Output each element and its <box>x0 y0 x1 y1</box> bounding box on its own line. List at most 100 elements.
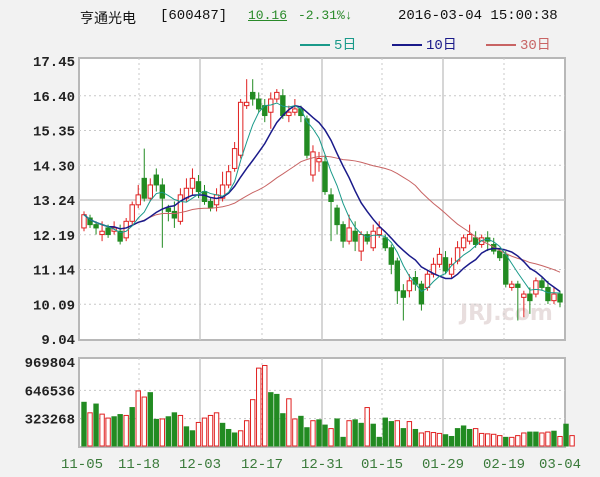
price-tick-label: 12.19 <box>33 229 75 245</box>
volume-tick-label: 323268 <box>25 413 75 429</box>
volume-bar <box>376 436 382 447</box>
volume-bar <box>539 432 545 447</box>
legend-ma30: 30日 <box>486 34 551 54</box>
candle <box>292 99 298 116</box>
datetime: 2016-03-04 15:00:38 <box>398 8 558 24</box>
candle <box>370 224 376 252</box>
volume-bar <box>430 432 437 447</box>
volume-bar <box>352 419 358 447</box>
volume-bar <box>503 436 509 447</box>
volume-bar <box>509 436 515 447</box>
candle <box>460 234 467 252</box>
candle <box>189 168 196 195</box>
volume-bar <box>201 417 208 447</box>
candle <box>442 251 449 275</box>
candle <box>527 287 533 314</box>
price-tick-label: 15.35 <box>33 125 75 141</box>
volume-bar <box>165 416 172 447</box>
candle <box>394 257 401 304</box>
volume-bar <box>286 398 292 447</box>
volume-bar <box>563 423 569 447</box>
volume-bar <box>250 399 256 447</box>
candle <box>515 280 521 321</box>
stock-code: [600487] <box>160 8 228 24</box>
volume-bar <box>478 432 485 447</box>
volume-bar <box>268 392 274 447</box>
volume-bar <box>418 432 425 447</box>
candle <box>406 274 413 298</box>
volume-bar <box>123 414 129 447</box>
candle <box>147 178 153 202</box>
volume-bar <box>207 414 214 447</box>
volume-bar <box>141 396 147 447</box>
volume-bar <box>460 425 467 447</box>
candle <box>533 277 539 298</box>
volume-bar <box>358 422 364 447</box>
ma30-line <box>83 155 561 273</box>
candle <box>117 224 123 245</box>
candle <box>93 221 99 235</box>
volume-bar <box>454 428 461 447</box>
candle <box>231 141 238 172</box>
volume-bar <box>394 420 401 447</box>
date-tick-label: 03-04 <box>539 457 581 473</box>
volume-bar <box>322 424 328 447</box>
volume-bar <box>557 435 563 447</box>
volume-bar <box>527 431 533 447</box>
volume-bar <box>304 427 310 447</box>
candle <box>304 115 310 159</box>
volume-bar <box>87 412 93 447</box>
volume-bar <box>129 407 135 447</box>
ma30-line-icon <box>486 44 516 47</box>
volume-bar <box>292 418 298 447</box>
candle <box>328 188 334 242</box>
candle <box>274 89 280 103</box>
candle <box>521 290 527 318</box>
volume-bar <box>99 413 105 447</box>
candle <box>364 231 370 245</box>
ma5-line-icon <box>300 44 330 47</box>
candle <box>557 290 563 308</box>
volume-bar <box>545 431 551 447</box>
volume-bar <box>406 421 413 447</box>
volume-bar <box>521 432 527 447</box>
date-tick-label: 01-15 <box>361 457 403 473</box>
candle <box>135 184 141 209</box>
volume-bar <box>256 367 262 447</box>
candle <box>243 79 250 109</box>
volume-bar <box>195 421 202 447</box>
price-tick-label: 9.04 <box>41 333 75 349</box>
price-tick-label: 16.40 <box>33 90 75 106</box>
candle <box>352 221 358 252</box>
volume-bar <box>484 433 491 447</box>
candle <box>286 105 292 123</box>
volume-bar <box>382 417 388 447</box>
volume-bar <box>219 422 226 447</box>
candle <box>358 231 364 261</box>
volume-bar <box>442 434 449 447</box>
candle <box>340 221 346 248</box>
volume-bar <box>231 432 238 447</box>
volume-bar <box>262 364 268 447</box>
ma5-line <box>83 102 561 294</box>
volume-bar <box>340 436 346 447</box>
price-tick-label: 14.30 <box>33 159 75 175</box>
legend-ma10: 10日 <box>392 34 457 54</box>
volume-bar <box>159 418 166 447</box>
volume-bar <box>111 416 117 447</box>
volume-bar <box>316 419 322 447</box>
volume-bar <box>364 407 370 447</box>
candle <box>225 165 232 189</box>
volume-bar <box>328 428 334 447</box>
volume-bar <box>466 428 473 447</box>
volume-bar <box>171 412 178 447</box>
volume-bar <box>491 433 497 447</box>
candle <box>539 277 545 291</box>
candle <box>382 234 388 252</box>
legend-ma5: 5日 <box>300 34 356 54</box>
volume-bar <box>298 415 304 447</box>
volume-bar <box>533 431 539 447</box>
candle <box>250 79 256 106</box>
candle <box>153 168 160 192</box>
